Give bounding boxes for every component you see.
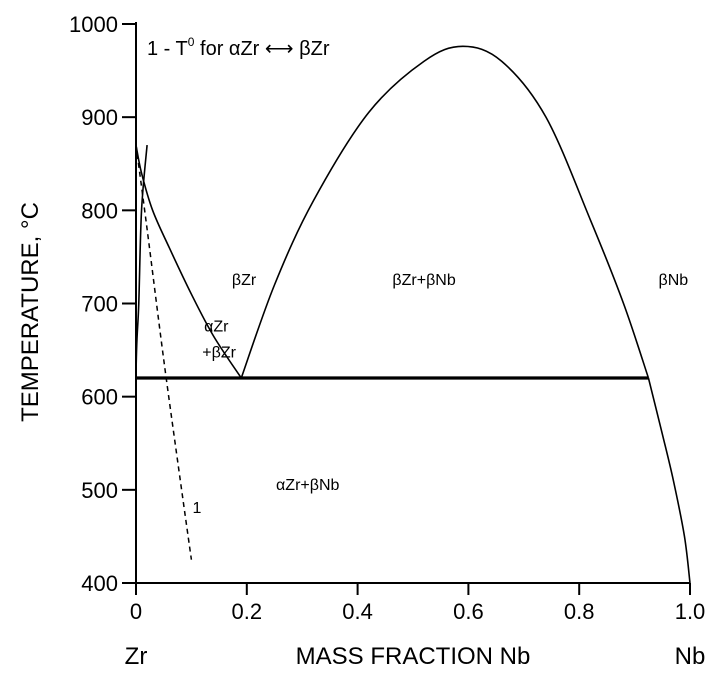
x-end-label-zr: Zr <box>125 643 148 670</box>
region-label: βNb <box>659 272 689 289</box>
y-tick-label: 800 <box>81 198 118 223</box>
region-label: βZr <box>232 272 257 289</box>
region-label: αZr <box>204 318 229 335</box>
x-tick-label: 0 <box>130 599 142 624</box>
x-tick-label: 0.2 <box>232 599 263 624</box>
y-tick-label: 600 <box>81 385 118 410</box>
region-label: βZr+βNb <box>392 272 455 289</box>
region-label: +βZr <box>202 345 236 362</box>
axes: 400 500 600 700 800 900 1000 0 0.2 0.4 0.6 0.8 1.0 <box>69 12 705 624</box>
y-tick-label: 700 <box>81 292 118 317</box>
x-axis-title: MASS FRACTION Nb <box>296 643 531 670</box>
x-tick-label: 1.0 <box>675 599 706 624</box>
dashed-curve-1 <box>135 145 193 560</box>
y-axis-title: TEMPERATURE, °C <box>17 202 44 422</box>
x-tick-label: 0.6 <box>453 599 484 624</box>
x-tick-label: 0.8 <box>564 599 595 624</box>
x-end-label-nb: Nb <box>675 643 706 670</box>
region-label: αZr+βNb <box>276 477 339 494</box>
phase-curve-2 <box>240 45 650 379</box>
legend: 1 - T0 for αZr ⟷ βZr <box>147 35 330 60</box>
x-tick-label: 0.4 <box>342 599 373 624</box>
y-tick-label: 1000 <box>69 12 118 37</box>
phase-curve-3 <box>647 377 691 584</box>
phase-curves <box>134 45 691 584</box>
y-tick-label: 500 <box>81 478 118 503</box>
region-label: 1 <box>192 500 201 517</box>
y-tick-label: 400 <box>81 571 118 596</box>
region-labels: βZr βZr+βNb βNb αZr +βZr αZr+βNb 1 <box>192 272 688 517</box>
legend-label: 1 - T0 for αZr ⟷ βZr <box>147 35 330 60</box>
phase-curve-1 <box>135 144 242 379</box>
y-tick-label: 900 <box>81 105 118 130</box>
phase-curve-0 <box>134 145 148 584</box>
